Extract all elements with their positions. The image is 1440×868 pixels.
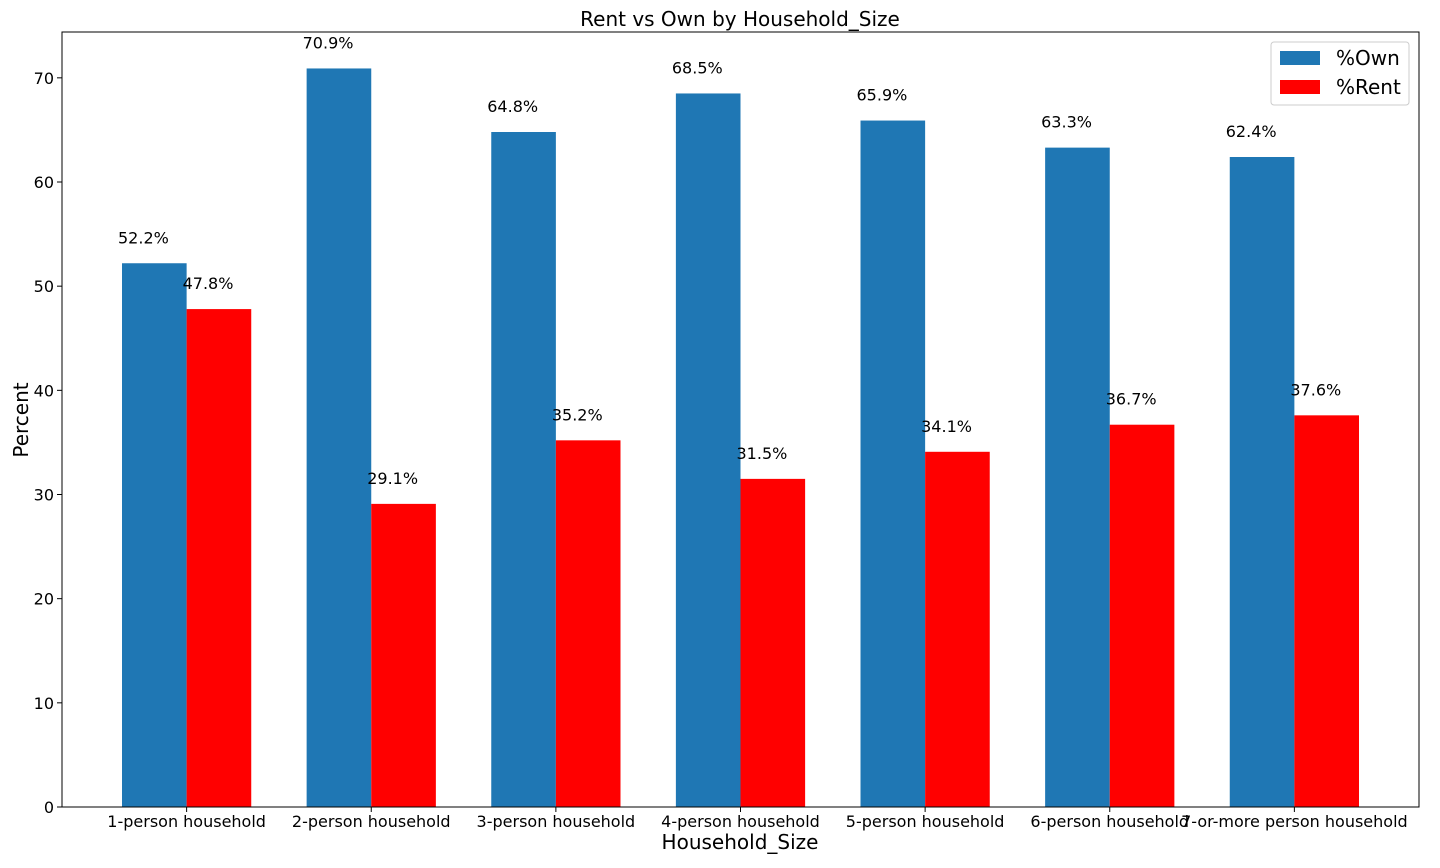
bar-rent-5 <box>925 451 990 807</box>
value-label-own-4: 68.5% <box>672 58 723 77</box>
bar-own-4 <box>675 93 741 808</box>
y-tick-label: 10 <box>34 694 54 713</box>
value-label-rent-4: 31.5% <box>737 444 788 463</box>
bar-rent-4 <box>740 478 806 807</box>
value-label-rent-7: 37.6% <box>1290 380 1341 399</box>
value-label-own-1: 52.2% <box>118 228 169 247</box>
bar-rent-6 <box>1109 424 1175 807</box>
value-label-rent-2: 29.1% <box>367 469 418 488</box>
x-tick-label: 1-person household <box>107 812 266 831</box>
bar-rent-2 <box>371 503 436 807</box>
legend-label-own: %Own <box>1336 46 1400 70</box>
plot-frame <box>61 31 1420 808</box>
legend: %Own %Rent <box>1270 41 1410 106</box>
x-axis-label: Household_Size <box>662 830 819 854</box>
bar-own-5 <box>860 120 926 807</box>
y-tick-label: 70 <box>34 69 54 88</box>
value-label-rent-3: 35.2% <box>552 405 603 424</box>
value-label-rent-6: 36.7% <box>1106 390 1157 409</box>
y-axis: 0 10 20 30 40 50 60 70 <box>34 69 62 817</box>
value-label-rent-5: 34.1% <box>921 417 972 436</box>
value-label-own-5: 65.9% <box>857 86 908 105</box>
value-labels-layer: 52.2% 70.9% 64.8% 68.5% 65.9% 63.3% 62.4% 47.8%… <box>118 33 1341 487</box>
value-label-rent-1: 47.8% <box>183 274 234 293</box>
bar-rent-7 <box>1294 415 1359 807</box>
x-tick-label: 4-person household <box>661 812 820 831</box>
chart-title: Rent vs Own by Household_Size <box>580 7 900 31</box>
bar-rent-1 <box>186 309 252 807</box>
y-tick-label: 60 <box>34 173 54 192</box>
bar-own-7 <box>1229 157 1295 807</box>
bar-own-6 <box>1045 147 1110 807</box>
y-tick-label: 20 <box>34 590 54 609</box>
bar-rent-3 <box>555 440 621 807</box>
y-axis-label: Percent <box>9 382 33 457</box>
x-tick-label: 3-person household <box>477 812 636 831</box>
value-label-own-3: 64.8% <box>487 97 538 116</box>
value-label-own-6: 63.3% <box>1041 113 1092 132</box>
y-tick-label: 0 <box>44 798 54 817</box>
value-label-own-2: 70.9% <box>303 33 354 52</box>
value-label-own-7: 62.4% <box>1226 122 1277 141</box>
bar-own-3 <box>491 132 556 807</box>
legend-label-rent: %Rent <box>1336 75 1401 99</box>
x-tick-label: 2-person household <box>292 812 451 831</box>
bar-own-1 <box>122 263 187 807</box>
x-axis: 1-person household 2-person household 3-pe… <box>107 807 1408 831</box>
x-tick-label: 6-person household <box>1030 812 1189 831</box>
y-tick-label: 40 <box>34 381 54 400</box>
y-tick-label: 30 <box>34 486 54 505</box>
bars-layer <box>122 68 1359 808</box>
legend-swatch-own <box>1280 51 1320 65</box>
bar-own-2 <box>306 68 372 808</box>
x-tick-label: 5-person household <box>846 812 1005 831</box>
x-tick-label: 7-or-more person household <box>1181 812 1408 831</box>
y-tick-label: 50 <box>34 277 54 296</box>
legend-swatch-rent <box>1280 80 1320 94</box>
